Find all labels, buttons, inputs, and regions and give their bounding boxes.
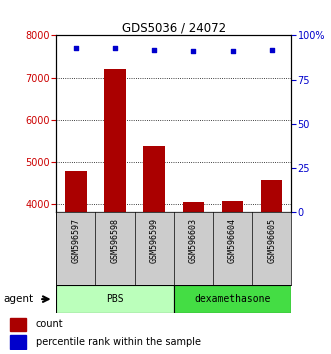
Title: GDS5036 / 24072: GDS5036 / 24072 (122, 21, 226, 34)
Bar (65, 171, 87, 212)
Text: GSM596604: GSM596604 (228, 218, 237, 263)
Point (73, 45, 78, 51)
Text: percentile rank within the sample: percentile rank within the sample (36, 337, 201, 347)
Bar (10, 335, 26, 349)
Bar (174, 285, 291, 313)
Bar (104, 69, 126, 212)
Bar (10, 318, 26, 331)
Point (113, 45, 118, 51)
Text: GSM596599: GSM596599 (150, 218, 159, 263)
Bar (183, 202, 204, 212)
Text: GSM596597: GSM596597 (71, 218, 80, 263)
Text: GSM596598: GSM596598 (111, 218, 119, 263)
Text: agent: agent (3, 294, 33, 304)
Text: GSM596603: GSM596603 (189, 218, 198, 263)
Bar (261, 181, 282, 212)
Text: count: count (36, 319, 63, 329)
Point (269, 47, 274, 52)
Text: GSM596605: GSM596605 (267, 218, 276, 263)
Text: PBS: PBS (106, 294, 124, 304)
Text: dexamethasone: dexamethasone (194, 294, 271, 304)
Point (152, 47, 157, 52)
Bar (222, 201, 243, 212)
Point (191, 48, 196, 54)
Point (230, 48, 235, 54)
Bar (143, 146, 165, 212)
Bar (56, 285, 174, 313)
